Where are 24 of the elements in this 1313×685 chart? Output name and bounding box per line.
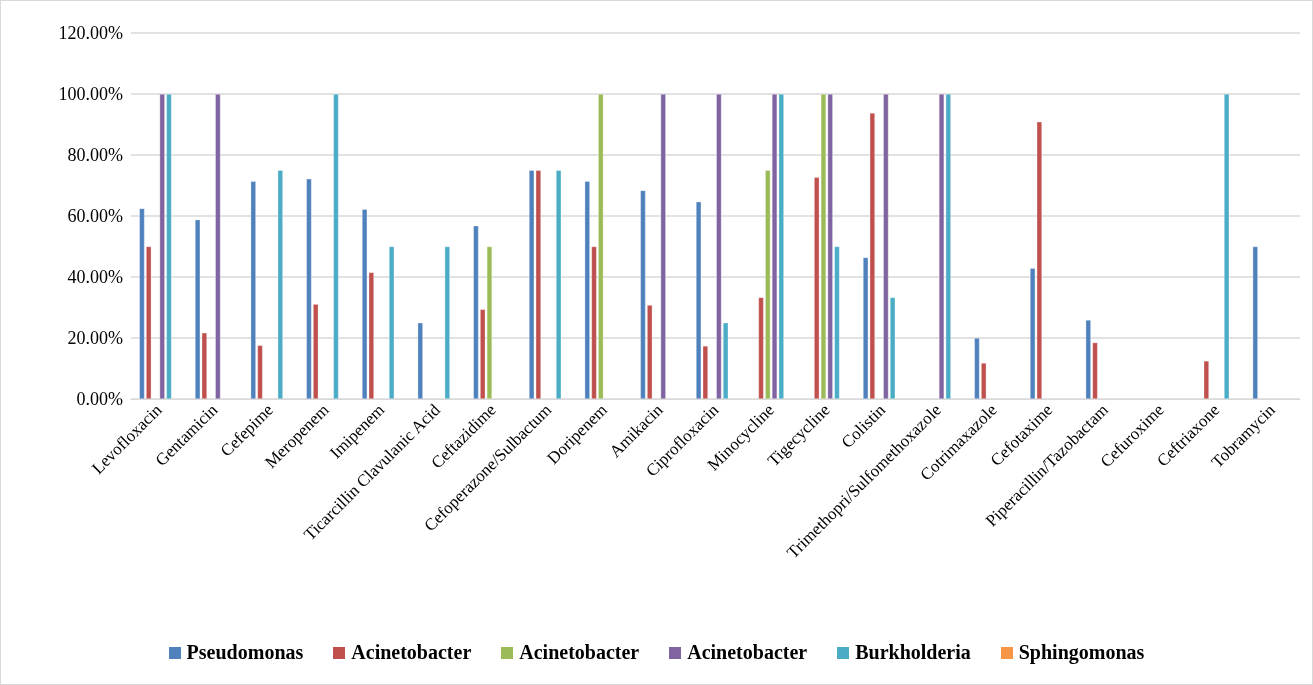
bar xyxy=(1252,246,1258,399)
bar xyxy=(389,246,395,399)
y-tick-label: 120.00% xyxy=(58,23,123,43)
y-tick-label: 40.00% xyxy=(67,267,123,287)
bar xyxy=(556,170,562,399)
bar xyxy=(215,94,221,399)
bar xyxy=(333,94,339,399)
bar xyxy=(1224,94,1230,399)
bar xyxy=(444,246,450,399)
bar xyxy=(1203,360,1209,399)
legend-label: Burkholderia xyxy=(855,641,971,664)
y-tick-label: 60.00% xyxy=(67,206,123,226)
legend-label: Acinetobacter xyxy=(519,641,640,664)
y-tick-label: 80.00% xyxy=(67,145,123,165)
legend-label: Pseudomonas xyxy=(186,641,304,664)
bar xyxy=(417,322,423,399)
legend-label: Acinetobacter xyxy=(351,641,472,664)
y-tick-label: 20.00% xyxy=(67,328,123,348)
bar xyxy=(660,94,666,399)
y-tick-label: 0.00% xyxy=(76,389,123,409)
y-tick-label: 100.00% xyxy=(58,84,123,104)
legend-label: Acinetobacter xyxy=(687,641,808,664)
bar xyxy=(277,170,283,399)
legend-label: Sphingomonas xyxy=(1018,641,1145,664)
